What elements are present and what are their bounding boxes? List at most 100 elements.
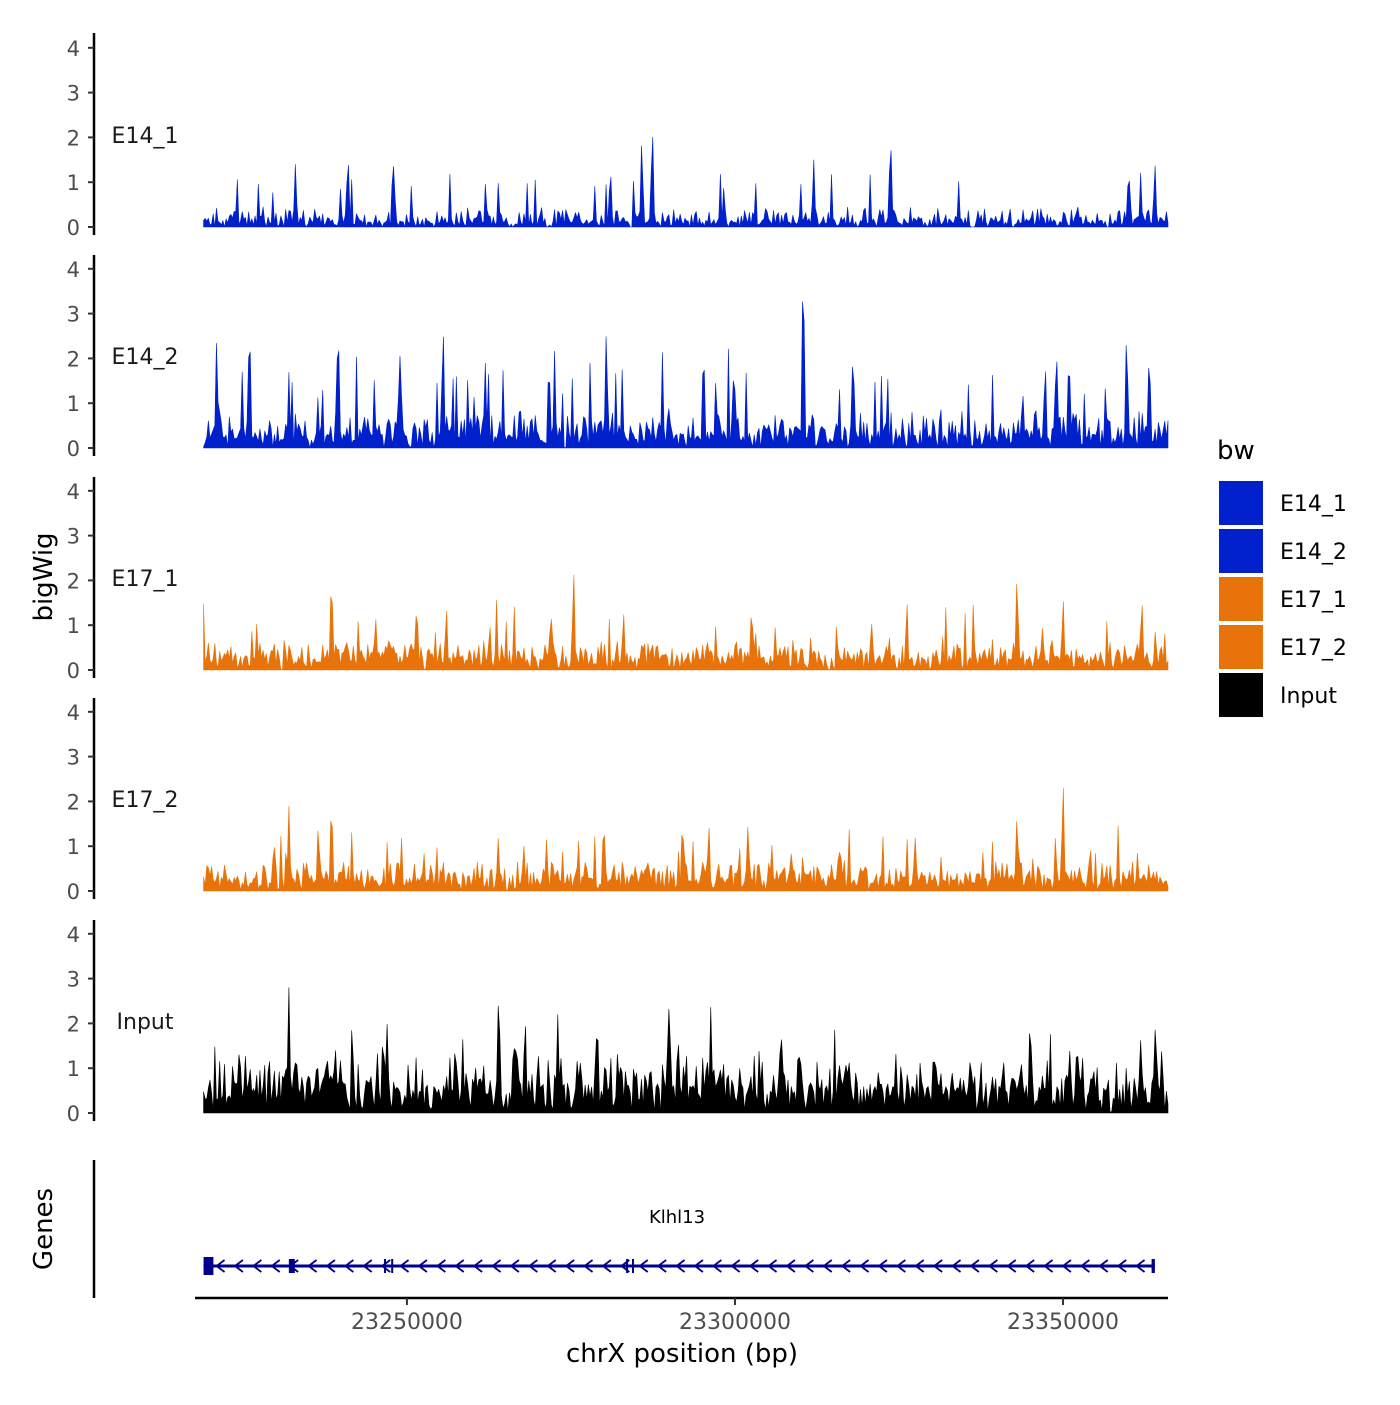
strand-arrow — [748, 1259, 759, 1273]
strand-arrow — [1043, 1259, 1054, 1273]
strand-arrow — [454, 1259, 465, 1273]
strand-arrow — [472, 1259, 483, 1273]
y-tick-label: 2 — [67, 790, 80, 814]
exon — [1151, 1259, 1155, 1273]
strand-arrow — [307, 1259, 318, 1273]
strand-arrow — [859, 1259, 870, 1273]
y-tick-label: 0 — [67, 659, 80, 683]
strand-arrow — [932, 1259, 943, 1273]
y-tick-label: 4 — [67, 37, 80, 61]
x-tick-label: 23300000 — [679, 1310, 791, 1335]
legend-swatch-E17_2 — [1219, 625, 1263, 669]
strand-arrow — [951, 1259, 962, 1273]
y-tick-label: 2 — [67, 126, 80, 150]
track-Input: 0 1 2 3 4 Input — [67, 920, 1169, 1126]
y-tick-label: 2 — [67, 347, 80, 371]
y-tick-label: 0 — [67, 880, 80, 904]
strand-arrow — [417, 1259, 428, 1273]
track-label-E14_1: E14_1 — [112, 124, 179, 149]
strand-arrow — [251, 1259, 262, 1273]
y-tick-label: 1 — [67, 614, 80, 638]
track-E14_2: 0 1 2 3 4 E14_2 — [67, 255, 1169, 461]
y-tick-label: 1 — [67, 392, 80, 416]
strand-arrow — [1079, 1259, 1090, 1273]
strand-arrow — [822, 1259, 833, 1273]
strand-arrow — [914, 1259, 925, 1273]
strand-arrow — [840, 1259, 851, 1273]
strand-arrow — [1116, 1259, 1127, 1273]
strand-arrow — [509, 1259, 520, 1273]
strand-arrow — [675, 1259, 686, 1273]
y-tick-label: 1 — [67, 1057, 80, 1081]
strand-arrow — [343, 1259, 354, 1273]
x-tick-label: 23350000 — [1007, 1310, 1119, 1335]
signal-area-E14_2 — [203, 301, 1169, 449]
track-label-E17_2: E17_2 — [112, 788, 179, 813]
strand-arrow — [564, 1259, 575, 1273]
legend-swatch-E14_2 — [1219, 529, 1263, 573]
legend: bw E14_1 E14_2 E17_1 E17_2 Input — [1217, 436, 1347, 717]
y-tick-label: 4 — [67, 923, 80, 947]
strand-arrow — [491, 1259, 502, 1273]
legend-label-E17_1: E17_1 — [1280, 588, 1347, 613]
y-tick-label: 3 — [67, 968, 80, 992]
strand-arrow — [1135, 1259, 1146, 1273]
y-tick-label: 0 — [67, 437, 80, 461]
exon — [203, 1257, 214, 1275]
strand-arrow — [785, 1259, 796, 1273]
strand-arrow — [362, 1259, 373, 1273]
strand-arrow — [583, 1259, 594, 1273]
legend-swatch-Input — [1219, 673, 1263, 717]
strand-arrow — [1098, 1259, 1109, 1273]
legend-label-E17_2: E17_2 — [1280, 636, 1347, 661]
x-axis: 23250000 23300000 23350000 — [195, 1296, 1168, 1335]
y-tick-label: 2 — [67, 1012, 80, 1036]
signal-area-Input — [203, 987, 1169, 1114]
strand-arrow — [638, 1259, 649, 1273]
strand-arrow — [656, 1259, 667, 1273]
strand-arrow — [693, 1259, 704, 1273]
track-E14_1: 0 1 2 3 4 E14_1 — [67, 33, 1169, 240]
x-tick-label: 23250000 — [351, 1310, 463, 1335]
strand-arrow — [767, 1259, 778, 1273]
y-tick-label: 4 — [67, 480, 80, 504]
strand-arrow — [233, 1259, 244, 1273]
x-axis-label: chrX position (bp) — [566, 1339, 798, 1369]
y-tick-label: 3 — [67, 746, 80, 770]
track-label-E17_1: E17_1 — [112, 567, 179, 592]
legend-label-E14_1: E14_1 — [1280, 492, 1347, 517]
y-tick-label: 1 — [67, 835, 80, 859]
exon — [383, 1259, 386, 1273]
y-tick-label: 3 — [67, 525, 80, 549]
strand-arrow — [601, 1259, 612, 1273]
y-tick-label: 3 — [67, 82, 80, 106]
exon — [288, 1259, 295, 1273]
exon — [391, 1259, 394, 1273]
strand-arrow — [215, 1259, 226, 1273]
gene-track-label: Genes — [29, 1188, 59, 1270]
strand-arrow — [325, 1259, 336, 1273]
y-axis-label: bigWig — [29, 532, 59, 621]
strand-arrow — [1006, 1259, 1017, 1273]
track-label-E14_2: E14_2 — [112, 345, 179, 370]
strand-arrow — [270, 1259, 281, 1273]
y-tick-label: 2 — [67, 569, 80, 593]
strand-arrow — [399, 1259, 410, 1273]
legend-label-Input: Input — [1280, 684, 1337, 709]
exon — [631, 1259, 634, 1273]
strand-arrow — [969, 1259, 980, 1273]
signal-area-E14_1 — [203, 136, 1169, 228]
strand-arrow — [877, 1259, 888, 1273]
strand-arrow — [1024, 1259, 1035, 1273]
y-tick-label: 0 — [67, 1102, 80, 1126]
strand-arrow — [803, 1259, 814, 1273]
track-label-Input: Input — [117, 1010, 174, 1035]
strand-arrow — [711, 1259, 722, 1273]
legend-swatch-E14_1 — [1219, 481, 1263, 525]
strand-arrow — [987, 1259, 998, 1273]
gene-name-label: Klhl13 — [649, 1207, 705, 1228]
tracks-group: 0 1 2 3 4 E14_1 0 1 2 3 4 E14_2 0 1 2 3 4 E17_1 0 1 2 3 4 E17_2… — [67, 33, 1169, 1126]
gene-track: Klhl13 — [92, 1160, 1155, 1298]
